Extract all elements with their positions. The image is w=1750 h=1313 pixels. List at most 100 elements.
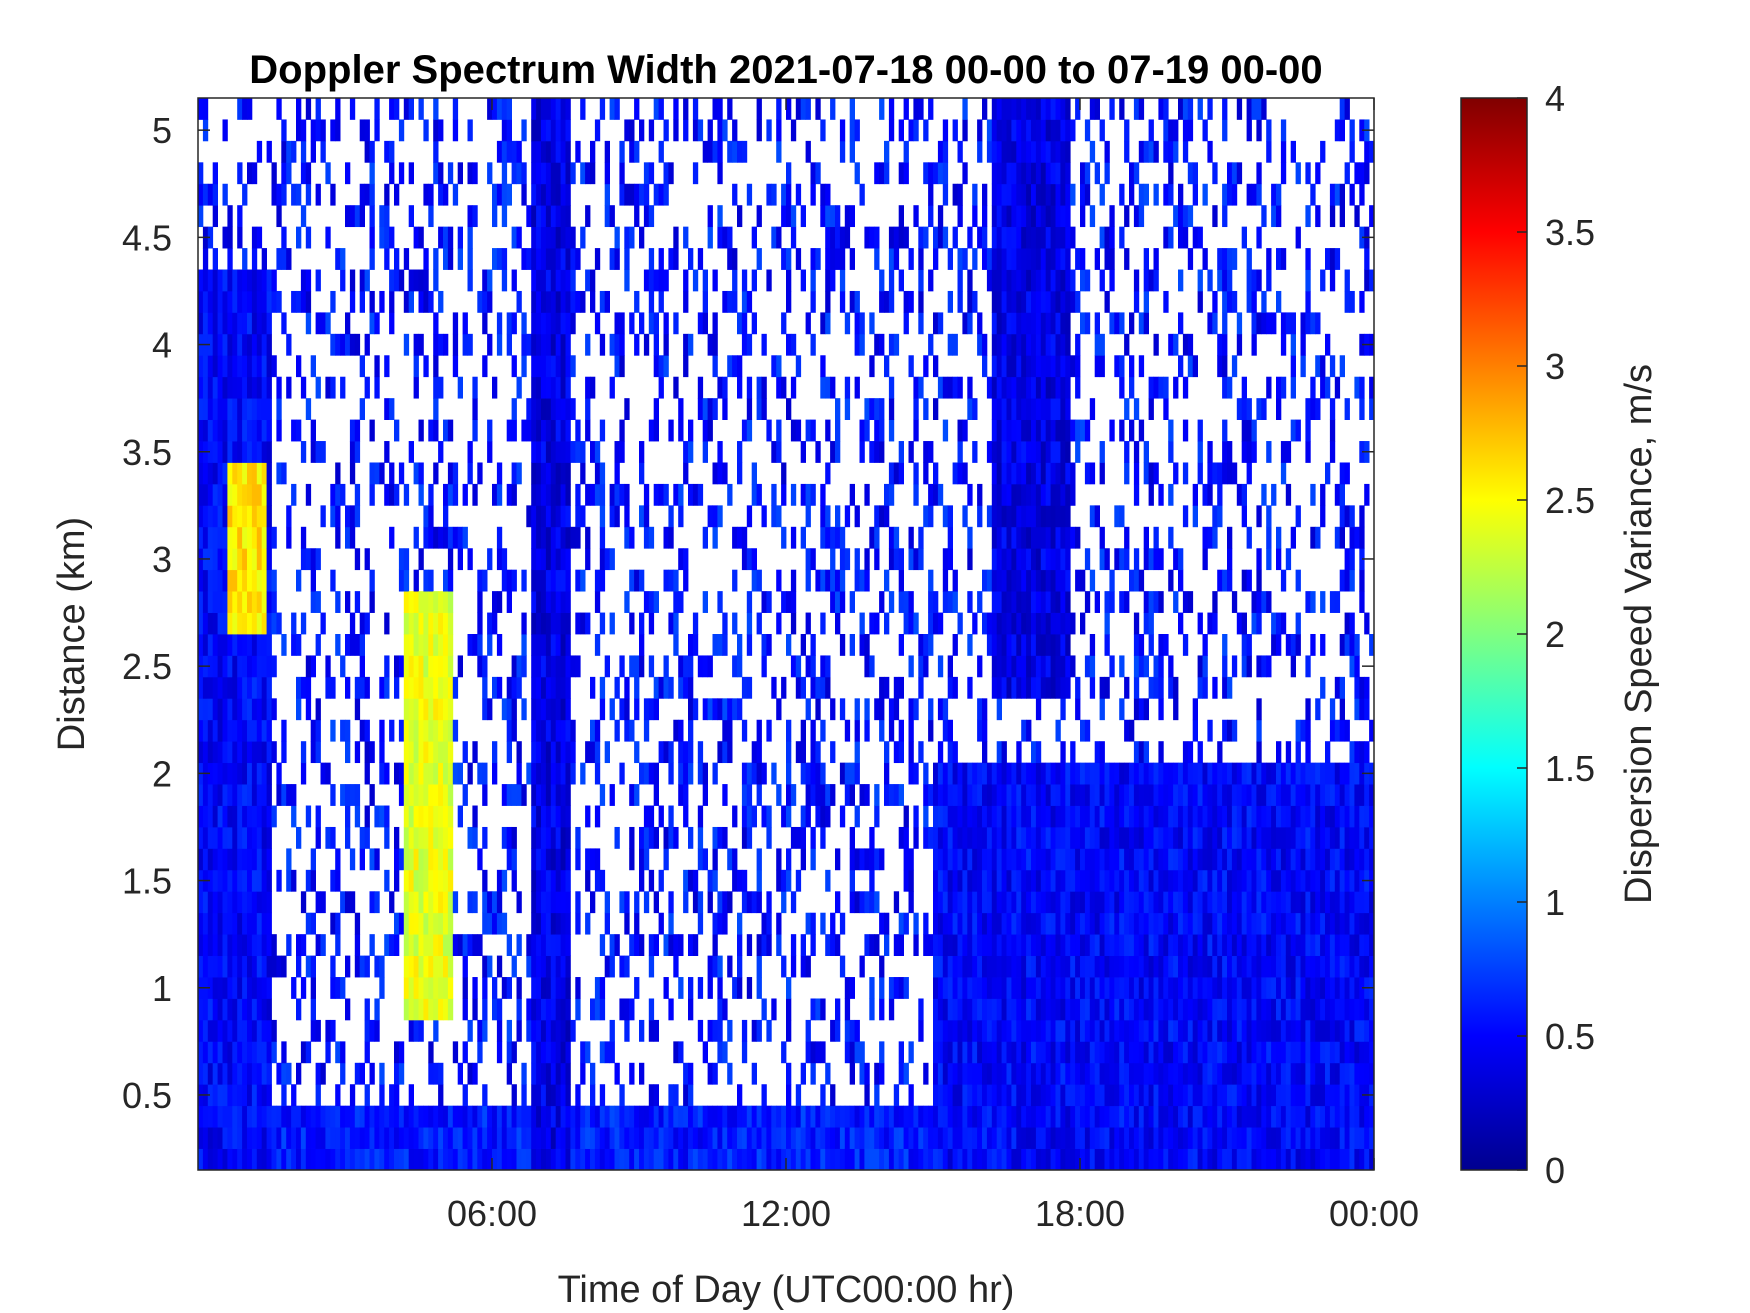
heatmap-cell — [315, 826, 321, 849]
heatmap-cell — [237, 1105, 243, 1128]
heatmap-cell — [1001, 162, 1007, 185]
heatmap-cell — [648, 312, 655, 335]
heatmap-cell — [639, 1019, 645, 1042]
heatmap-cell — [737, 441, 743, 463]
heatmap-cell — [854, 119, 860, 142]
heatmap-cell — [545, 612, 552, 635]
heatmap-cell — [585, 483, 591, 506]
heatmap-cell — [438, 333, 444, 356]
heatmap-cell — [830, 912, 836, 935]
heatmap-cell — [1026, 355, 1032, 378]
heatmap-cell — [977, 1105, 983, 1128]
heatmap-cell — [340, 248, 346, 270]
heatmap-cell — [609, 784, 615, 806]
heatmap-cell — [908, 355, 914, 378]
heatmap-cell — [898, 1105, 904, 1128]
heatmap-cell — [423, 612, 429, 635]
heatmap-cell — [477, 1041, 483, 1064]
heatmap-cell — [202, 462, 209, 485]
heatmap-cell — [732, 355, 738, 378]
heatmap-cell — [242, 98, 248, 120]
heatmap-cell — [854, 805, 860, 828]
heatmap-cell — [1021, 248, 1027, 270]
heatmap-cell — [1045, 98, 1051, 120]
heatmap-cell — [683, 462, 689, 485]
heatmap-cell — [786, 784, 792, 806]
heatmap-cell — [643, 826, 650, 849]
heatmap-cell — [1045, 269, 1051, 292]
heatmap-cell — [991, 891, 998, 914]
heatmap-cell — [198, 912, 204, 935]
heatmap-cell — [947, 333, 953, 356]
heatmap-cell — [1031, 934, 1037, 956]
heatmap-cell — [1075, 698, 1081, 721]
heatmap-cell — [428, 912, 434, 935]
heatmap-cell — [1035, 934, 1042, 956]
heatmap-cell — [1006, 376, 1012, 399]
heatmap-cell — [1031, 977, 1037, 999]
heatmap-cell — [957, 848, 963, 871]
heatmap-cell — [962, 419, 968, 442]
heatmap-cell — [227, 977, 233, 999]
heatmap-cell — [315, 805, 321, 828]
heatmap-cell — [477, 762, 483, 785]
heatmap-cell — [369, 591, 375, 613]
heatmap-cell — [428, 805, 434, 828]
heatmap-cell — [207, 869, 214, 892]
heatmap-cell — [1006, 634, 1012, 656]
heatmap-cell — [1055, 1019, 1061, 1042]
heatmap-cell — [781, 869, 787, 892]
heatmap-cell — [536, 226, 542, 249]
heatmap-cell — [457, 548, 463, 571]
heatmap-cell — [315, 183, 321, 206]
heatmap-cell — [727, 719, 733, 742]
heatmap-cell — [933, 162, 939, 185]
heatmap-cell — [526, 333, 532, 356]
heatmap-cell — [800, 1127, 806, 1149]
heatmap-cell — [541, 1127, 547, 1149]
heatmap-cell — [207, 355, 214, 378]
heatmap-cell — [942, 419, 949, 442]
heatmap-cell — [1060, 634, 1066, 656]
heatmap-cell — [844, 205, 851, 228]
heatmap-cell — [394, 269, 400, 292]
heatmap-cell — [820, 805, 826, 828]
heatmap-cell — [1075, 848, 1081, 871]
heatmap-cell — [1099, 226, 1105, 249]
heatmap-cell — [423, 869, 429, 892]
heatmap-cell — [545, 462, 552, 485]
heatmap-cell — [1026, 119, 1032, 142]
heatmap-cell — [501, 869, 508, 892]
heatmap-cell — [683, 676, 689, 699]
heatmap-cell — [217, 569, 223, 592]
heatmap-cell — [247, 505, 253, 528]
heatmap-cell — [884, 162, 890, 185]
heatmap-cell — [300, 205, 307, 228]
heatmap-cell — [335, 333, 341, 356]
heatmap-cell — [805, 1127, 811, 1149]
heatmap-cell — [496, 998, 503, 1021]
heatmap-cell — [888, 226, 895, 249]
heatmap-cell — [790, 205, 797, 228]
heatmap-cell — [972, 398, 978, 420]
heatmap-cell — [1031, 248, 1037, 270]
heatmap-cell — [854, 290, 860, 313]
heatmap-cell — [1045, 977, 1051, 999]
heatmap-cell — [1006, 591, 1012, 613]
heatmap-cell — [609, 483, 615, 506]
heatmap-cell — [653, 398, 659, 420]
heatmap-cell — [330, 977, 336, 999]
heatmap-cell — [418, 762, 424, 785]
heatmap-cell — [1065, 548, 1071, 571]
heatmap-cell — [585, 912, 591, 935]
heatmap-cell — [967, 998, 973, 1021]
heatmap-cell — [550, 483, 557, 506]
heatmap-cell — [717, 1127, 723, 1149]
heatmap-cell — [550, 226, 557, 249]
heatmap-cell — [1060, 419, 1066, 442]
heatmap-cell — [825, 934, 831, 956]
heatmap-cell — [247, 741, 253, 764]
heatmap-cell — [541, 398, 547, 420]
heatmap-cell — [1031, 1062, 1037, 1085]
heatmap-cell — [849, 205, 855, 228]
